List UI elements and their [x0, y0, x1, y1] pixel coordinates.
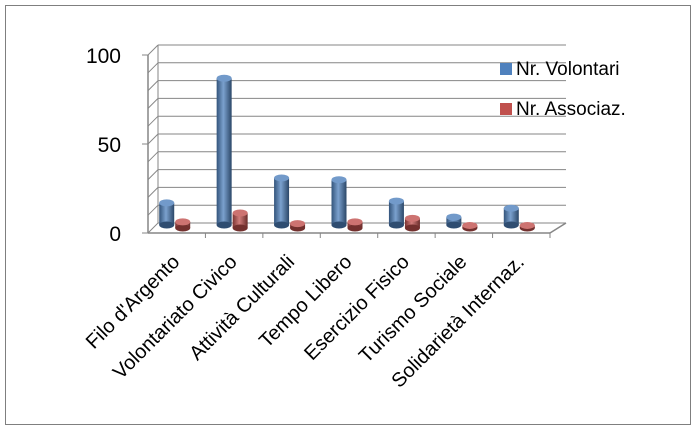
bar-associaz-1	[175, 218, 191, 232]
side-wall-gridline	[147, 98, 159, 109]
side-wall-gridline	[147, 44, 159, 56]
bar-associaz-7	[519, 221, 535, 232]
bar-associaz-2	[232, 209, 248, 232]
bar-bottom	[232, 224, 248, 232]
bar-body	[503, 208, 519, 225]
bar-associaz-3	[290, 220, 306, 232]
bar-bottom	[274, 221, 290, 229]
bar-top	[446, 213, 462, 221]
bar-bottom	[503, 221, 519, 229]
bar-top	[462, 221, 478, 229]
bar-body	[404, 218, 420, 228]
bar-body	[274, 177, 290, 225]
bar-top	[232, 209, 248, 217]
bar-volontari-3	[274, 174, 290, 229]
y-tick-label: 100	[86, 45, 121, 68]
bar-top	[503, 204, 519, 212]
legend-label: Nr. Associaz.	[516, 99, 626, 120]
bar-top	[216, 74, 232, 82]
legend-swatch	[500, 103, 512, 115]
bar-body	[388, 201, 404, 225]
bar-top	[388, 197, 404, 205]
bar-associaz-6	[462, 221, 478, 232]
bar-volontari-6	[446, 213, 462, 229]
bar-body	[232, 212, 248, 228]
y-tick-label: 0	[109, 223, 121, 246]
bar-top	[274, 174, 290, 182]
bar-volontari-5	[388, 197, 404, 229]
bar-bottom	[159, 221, 175, 229]
x-tick-label: Attività Culturali	[185, 251, 299, 365]
bar-top	[404, 214, 420, 222]
x-tick-label: Esercizio Fisico	[300, 251, 414, 365]
bar-volontari-4	[331, 176, 347, 229]
bar-associaz-5	[404, 214, 420, 232]
bar-top	[290, 220, 306, 228]
bar-top	[331, 176, 347, 184]
bar-top	[519, 221, 535, 229]
bar-volontari-7	[503, 204, 519, 229]
bar-body	[446, 217, 462, 225]
bar-associaz-4	[347, 218, 363, 232]
chart-border	[5, 5, 691, 425]
bar-bottom	[347, 224, 363, 232]
side-wall-gridline	[147, 187, 159, 198]
side-wall-gridline	[147, 62, 159, 74]
bar-top	[175, 218, 191, 226]
bar-volontari-2	[216, 74, 232, 229]
side-wall-gridline	[147, 222, 159, 234]
bar-bottom	[388, 221, 404, 229]
bar-body	[216, 78, 232, 225]
side-wall-gridline	[147, 151, 159, 163]
side-wall-gridline	[147, 169, 159, 180]
bar-bottom	[331, 221, 347, 229]
floor-right-edge	[549, 222, 567, 234]
side-wall-gridline	[147, 115, 159, 127]
bar-body	[331, 179, 347, 225]
bar-bottom	[446, 221, 462, 229]
legend-label: Nr. Volontari	[516, 59, 620, 80]
bar-body	[159, 202, 175, 225]
bar-bottom	[404, 224, 420, 232]
bar-bottom	[175, 224, 191, 232]
y-tick-label: 50	[98, 134, 121, 157]
bar-volontari-1	[159, 199, 175, 229]
side-wall-gridline	[147, 80, 159, 91]
bar-bottom	[216, 221, 232, 229]
legend-swatch	[500, 63, 512, 75]
side-wall-gridline	[147, 133, 159, 145]
bar-top	[159, 199, 175, 207]
bar-top	[347, 218, 363, 226]
side-wall-gridline	[147, 204, 159, 216]
